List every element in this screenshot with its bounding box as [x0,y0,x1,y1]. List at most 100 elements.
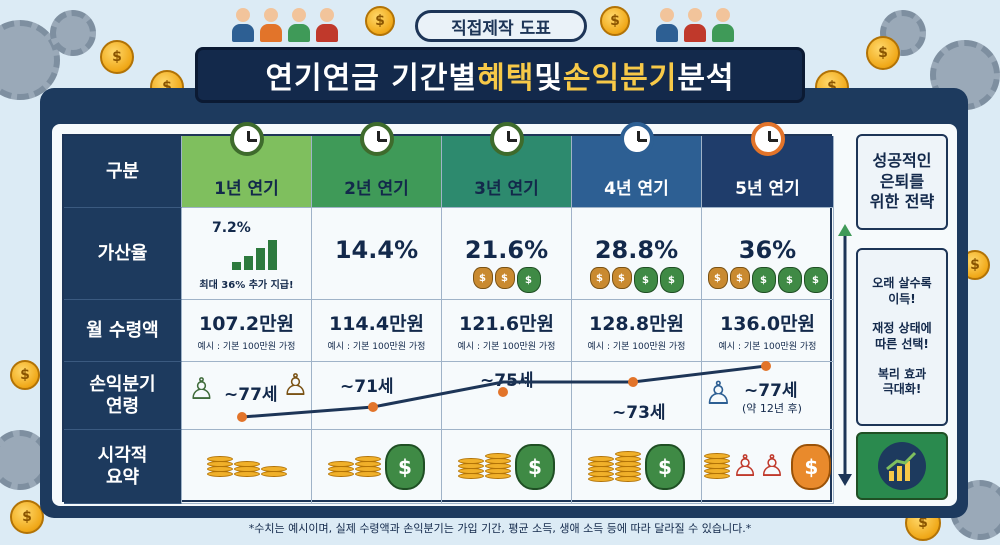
person-icon [288,8,310,42]
amount-example: 예시 : 기본 100만원 가정 [457,342,556,352]
coin-stack-icon [703,453,730,479]
people-illustration [232,8,338,42]
rate-cell-4yr: 28.8% $ $ $ $ [572,208,702,300]
money-bag-icon: $ [659,267,684,293]
amount-example: 예시 : 기본 100만원 가정 [327,342,426,352]
family-icon: ♙♙ [731,449,786,484]
coin-stack-icon [458,453,511,479]
elderly-person-icon: ♙ [704,374,733,412]
coin-stack-icon [588,450,641,482]
breakeven-value: ~71세 [340,377,394,397]
title-part1: 연기연금 기간별 [265,61,478,96]
visual-cell-5yr: ♙♙ $ [702,430,834,504]
col-label: 4년 연기 [604,179,669,199]
col-label: 5년 연기 [735,179,800,199]
money-bags: $ $ $ [442,267,571,293]
coin-icon: $ [10,360,40,390]
clock-icon [750,122,785,156]
breakeven-cell-2yr: ~71세 [312,362,442,430]
visual-cell-1yr [182,430,312,504]
money-bag-icon: $ [751,267,776,293]
breakeven-value: ~75세 [480,371,534,391]
amount-example: 예시 : 기본 100만원 가정 [197,342,296,352]
rate-value: 21.6% [464,236,549,264]
growth-box [856,432,948,500]
rate-value: 36% [738,236,797,264]
col-label: 1년 연기 [214,179,279,199]
breakeven-cell-5yr: ♙ ~77세 (약 12년 후) [702,362,834,430]
money-bag-icon: $ [777,267,802,293]
person-icon [656,8,678,42]
col-header-5yr: 5년 연기 [702,122,834,208]
rate-cell-2yr: 14.4% [312,208,442,300]
elderly-person-icon: ♙ [282,368,309,403]
rate-cell-3yr: 21.6% $ $ $ [442,208,572,300]
clock-icon [229,122,264,156]
rate-value: 14.4% [334,236,419,264]
visual-cell-4yr: $ [572,430,702,504]
strategy-point: 오래 살수록 이득! [872,276,932,306]
people-illustration [656,8,734,42]
title-highlight1: 혜택 [477,61,535,96]
row-header-amount: 월 수령액 [64,300,182,362]
amount-value: 114.4만원 [328,313,425,335]
breakeven-value: ~73세 [612,403,666,423]
gear-icon [50,10,96,56]
coin-icon: $ [365,6,395,36]
coin-stack-icon [206,455,287,477]
amount-example: 예시 : 기본 100만원 가정 [718,342,817,352]
title-part3: 분석 [677,61,735,96]
rate-value: 28.8% [594,236,679,264]
breakeven-value: ~77세 [744,381,798,401]
money-bag-icon: $ [494,267,515,289]
amount-value: 136.0만원 [719,313,816,335]
breakeven-value: ~77세 [224,385,278,405]
breakeven-cell-1yr: ♙ ~77세 ♙ [182,362,312,430]
amount-example: 예시 : 기본 100만원 가정 [587,342,686,352]
strategy-point: 재정 상태에 따른 선택! [872,321,932,351]
breakeven-cell-4yr: ~73세 [572,362,702,430]
col-header-1yr: 1년 연기 [182,122,312,208]
comparison-table: 구분 1년 연기 2년 연기 3년 연기 4년 연기 5년 연기 가산율 7.2… [62,122,834,504]
money-bag-icon: $ [385,443,425,490]
money-bag-icon: $ [516,267,541,293]
amount-cell-4yr: 128.8만원 예시 : 기본 100만원 가정 [572,300,702,362]
money-bag-icon: $ [515,443,555,490]
money-bag-icon: $ [611,267,632,289]
rate-cell-5yr: 36% $ $ $ $ $ [702,208,834,300]
visual-cell-3yr: $ [442,430,572,504]
person-icon [260,8,282,42]
amount-value: 107.2만원 [198,313,295,335]
money-bag-icon: $ [803,267,828,293]
money-bag-icon: $ [791,443,832,490]
rate-note: 최대 36% 추가 지급! [199,280,294,291]
row-header-visual: 시각적 요약 [64,430,182,504]
strategy-heading: 성공적인 은퇴를 위한 전략 [856,134,948,230]
footnote: *수치는 예시이며, 실제 수령액과 손익분기는 가입 기간, 평균 소득, 생… [248,522,752,535]
person-icon [712,8,734,42]
money-bag-icon: $ [645,443,685,490]
money-bag-icon: $ [729,267,750,289]
person-icon [232,8,254,42]
row-header-category: 구분 [64,136,182,208]
money-bags: $ $ $ $ [572,267,701,293]
amount-value: 121.6만원 [458,313,555,335]
money-bag-icon: $ [707,267,728,289]
clock-icon [359,122,394,156]
money-bag-icon: $ [633,267,658,293]
rate-value: 7.2% [212,220,251,236]
person-icon [684,8,706,42]
col-label: 2년 연기 [344,179,409,199]
money-bag-icon: $ [472,267,493,289]
visual-cell-2yr: $ [312,430,442,504]
breakeven-cell-3yr: ~75세 [442,362,572,430]
col-label: 3년 연기 [474,179,539,199]
coin-icon: $ [866,36,900,70]
money-bag-icon: $ [589,267,610,289]
person-icon [316,8,338,42]
row-header-breakeven: 손익분기 연령 [64,362,182,430]
